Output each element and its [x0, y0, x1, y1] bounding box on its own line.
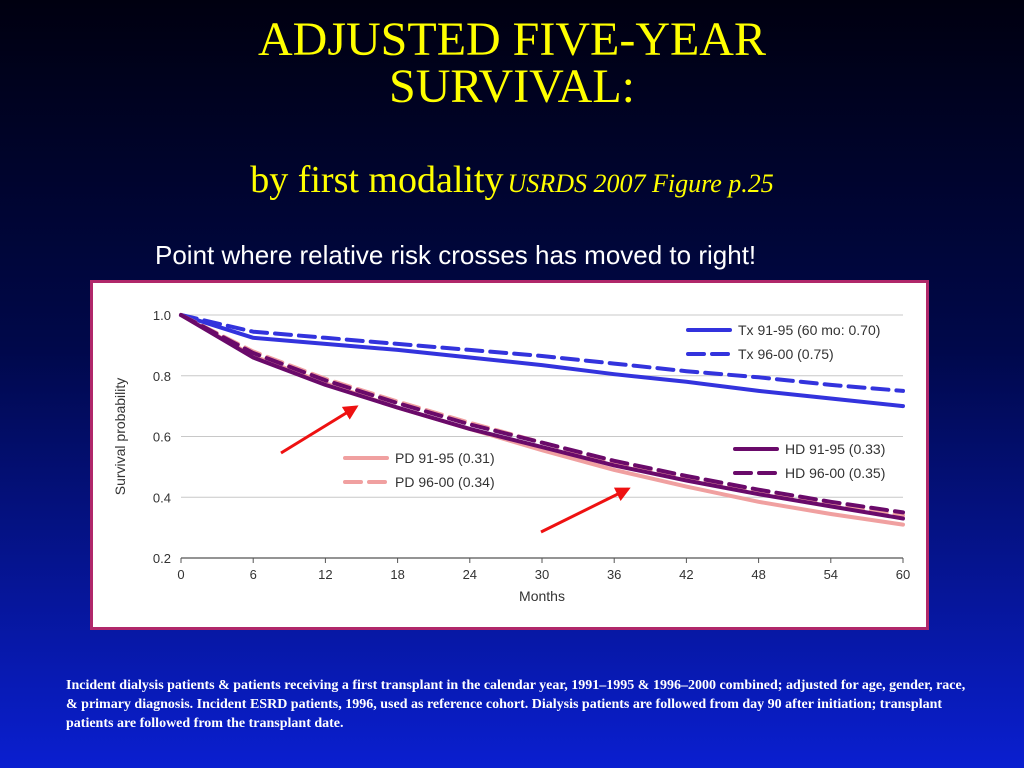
- legend-label-tx: Tx 91-95 (60 mo: 0.70): [738, 322, 880, 338]
- annotation-arrow: [280, 405, 359, 455]
- y-tick-label: 1.0: [153, 308, 171, 323]
- x-tick-label: 18: [390, 567, 404, 582]
- y-tick-label: 0.2: [153, 551, 171, 566]
- series-line-tx-96-00: [179, 313, 905, 393]
- series-line-hd-96-00: [179, 313, 905, 515]
- x-axis-label: Months: [519, 588, 565, 604]
- x-tick-label: 36: [607, 567, 621, 582]
- y-axis-label: Survival probability: [112, 378, 128, 496]
- x-tick-label: 48: [751, 567, 765, 582]
- x-tick-label: 42: [679, 567, 693, 582]
- y-tick-label: 0.6: [153, 430, 171, 445]
- x-tick-label: 54: [824, 567, 838, 582]
- title-line-1: ADJUSTED FIVE-YEAR: [258, 13, 766, 66]
- x-tick-label: 6: [250, 567, 257, 582]
- y-tick-label: 0.8: [153, 369, 171, 384]
- slide-note: Point where relative risk crosses has mo…: [155, 240, 757, 270]
- x-tick-label: 0: [177, 567, 184, 582]
- title-line-2: SURVIVAL:: [389, 60, 635, 113]
- x-tick-label: 60: [896, 567, 910, 582]
- legend-label-pd: PD 91-95 (0.31): [395, 450, 495, 466]
- series-line-tx-91-95: [179, 313, 905, 409]
- x-tick-label: 24: [463, 567, 477, 582]
- slide-subtitle: by first modality USRDS 2007 Figure p.25: [0, 158, 1024, 202]
- x-tick-label: 12: [318, 567, 332, 582]
- x-tick-label: 30: [535, 567, 549, 582]
- series-line-hd-91-95: [179, 313, 905, 521]
- legend-label-hd: HD 91-95 (0.33): [785, 441, 885, 457]
- y-tick-label: 0.4: [153, 490, 171, 505]
- legend-label-pd: PD 96-00 (0.34): [395, 474, 495, 490]
- legend-label-tx: Tx 96-00 (0.75): [738, 346, 834, 362]
- slide-caption: Incident dialysis patients & patients re…: [66, 678, 966, 731]
- legend-label-hd: HD 96-00 (0.35): [785, 465, 885, 481]
- subtitle-main: by first modality: [250, 159, 504, 201]
- slide-title: ADJUSTED FIVE-YEAR SURVIVAL:: [0, 13, 1024, 113]
- subtitle-reference: USRDS 2007 Figure p.25: [507, 169, 774, 198]
- survival-chart: 0.2 0.4 0.6 0.8 1.0 0 6 12 18 24 30 36 42 48 54 60 Month…: [112, 308, 910, 604]
- annotation-arrow: [540, 487, 631, 534]
- chart-panel: 0.2 0.4 0.6 0.8 1.0 0 6 12 18 24 30 36 42 48 54 60 Month…: [90, 280, 929, 630]
